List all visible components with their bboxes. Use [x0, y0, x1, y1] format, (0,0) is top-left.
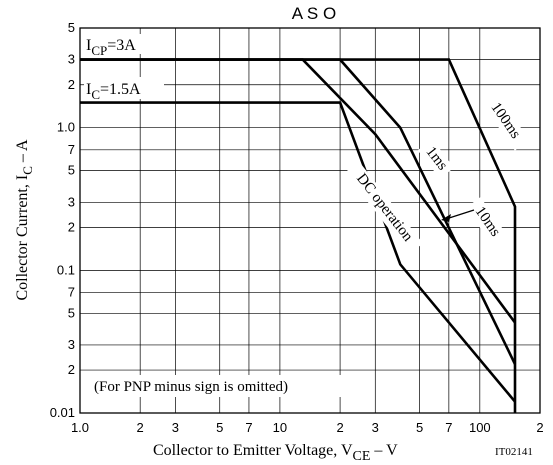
x-tick-label: 3 — [172, 420, 179, 435]
x-tick-label: 7 — [245, 420, 252, 435]
x-tick-label: 7 — [445, 420, 452, 435]
y-tick-label: 5 — [68, 305, 75, 320]
y-tick-label: 1.0 — [57, 120, 75, 135]
x-tick-labels: 1.0 2 3 5 7 10 2 3 5 7 100 2 — [71, 420, 544, 435]
ms10-label-backdrop — [465, 197, 509, 247]
y-tick-label: 3 — [68, 52, 75, 67]
ms10-pointer-arrow — [445, 209, 475, 220]
y-tick-label: 7 — [68, 284, 75, 299]
chart-title: A S O — [292, 4, 336, 23]
series-dc-operation — [80, 101, 516, 403]
x-tick-label: 100 — [469, 420, 491, 435]
y-tick-label: 2 — [68, 362, 75, 377]
ic-label: IC=1.5A — [86, 81, 141, 102]
x-tick-label: 3 — [372, 420, 379, 435]
x-tick-label: 2 — [536, 420, 543, 435]
y-tick-label: 7 — [68, 142, 75, 157]
icp-label: ICP=3A — [86, 37, 136, 58]
y-tick-label: 5 — [68, 163, 75, 178]
series-10ms — [80, 58, 517, 324]
y-tick-label: 0.01 — [50, 405, 75, 420]
ms100-label-backdrop — [480, 91, 530, 151]
y-tick-label: 3 — [68, 194, 75, 209]
x-tick-label: 10 — [273, 420, 287, 435]
icp-label-backdrop — [84, 34, 157, 54]
y-tick-label: 2 — [68, 77, 75, 92]
x-tick-label: 5 — [416, 420, 423, 435]
series-1ms — [80, 58, 517, 365]
y-tick-label: 0.1 — [57, 262, 75, 277]
curves — [80, 58, 517, 413]
figure-code: IT02141 — [495, 446, 533, 458]
y-tick-label: 5 — [68, 20, 75, 35]
y-axis-label: Collector Current, IC – A — [14, 139, 35, 301]
ms1-label-backdrop — [417, 139, 455, 179]
x-tick-label: 2 — [137, 420, 144, 435]
x-tick-label: 5 — [216, 420, 223, 435]
x-tick-label: 2 — [336, 420, 343, 435]
x-tick-label: 1.0 — [71, 420, 89, 435]
dc-operation-label: DC operation — [353, 171, 416, 245]
ms10-pointer-arrowhead — [441, 214, 451, 222]
dc-label-backdrop — [344, 161, 424, 255]
y-tick-label: 2 — [68, 219, 75, 234]
y-tick-label: 3 — [68, 337, 75, 352]
note-backdrop — [88, 375, 358, 397]
plot-frame — [79, 27, 541, 414]
series-100ms — [80, 58, 517, 413]
ic-label-backdrop — [84, 77, 164, 99]
x-axis-label: Collector to Emitter Voltage, VCE – V — [153, 442, 398, 464]
pnp-note: (For PNP minus sign is omitted) — [94, 379, 288, 395]
y-tick-labels: 5 3 2 1.0 7 5 3 2 0.1 7 5 3 2 0.01 — [50, 20, 75, 420]
